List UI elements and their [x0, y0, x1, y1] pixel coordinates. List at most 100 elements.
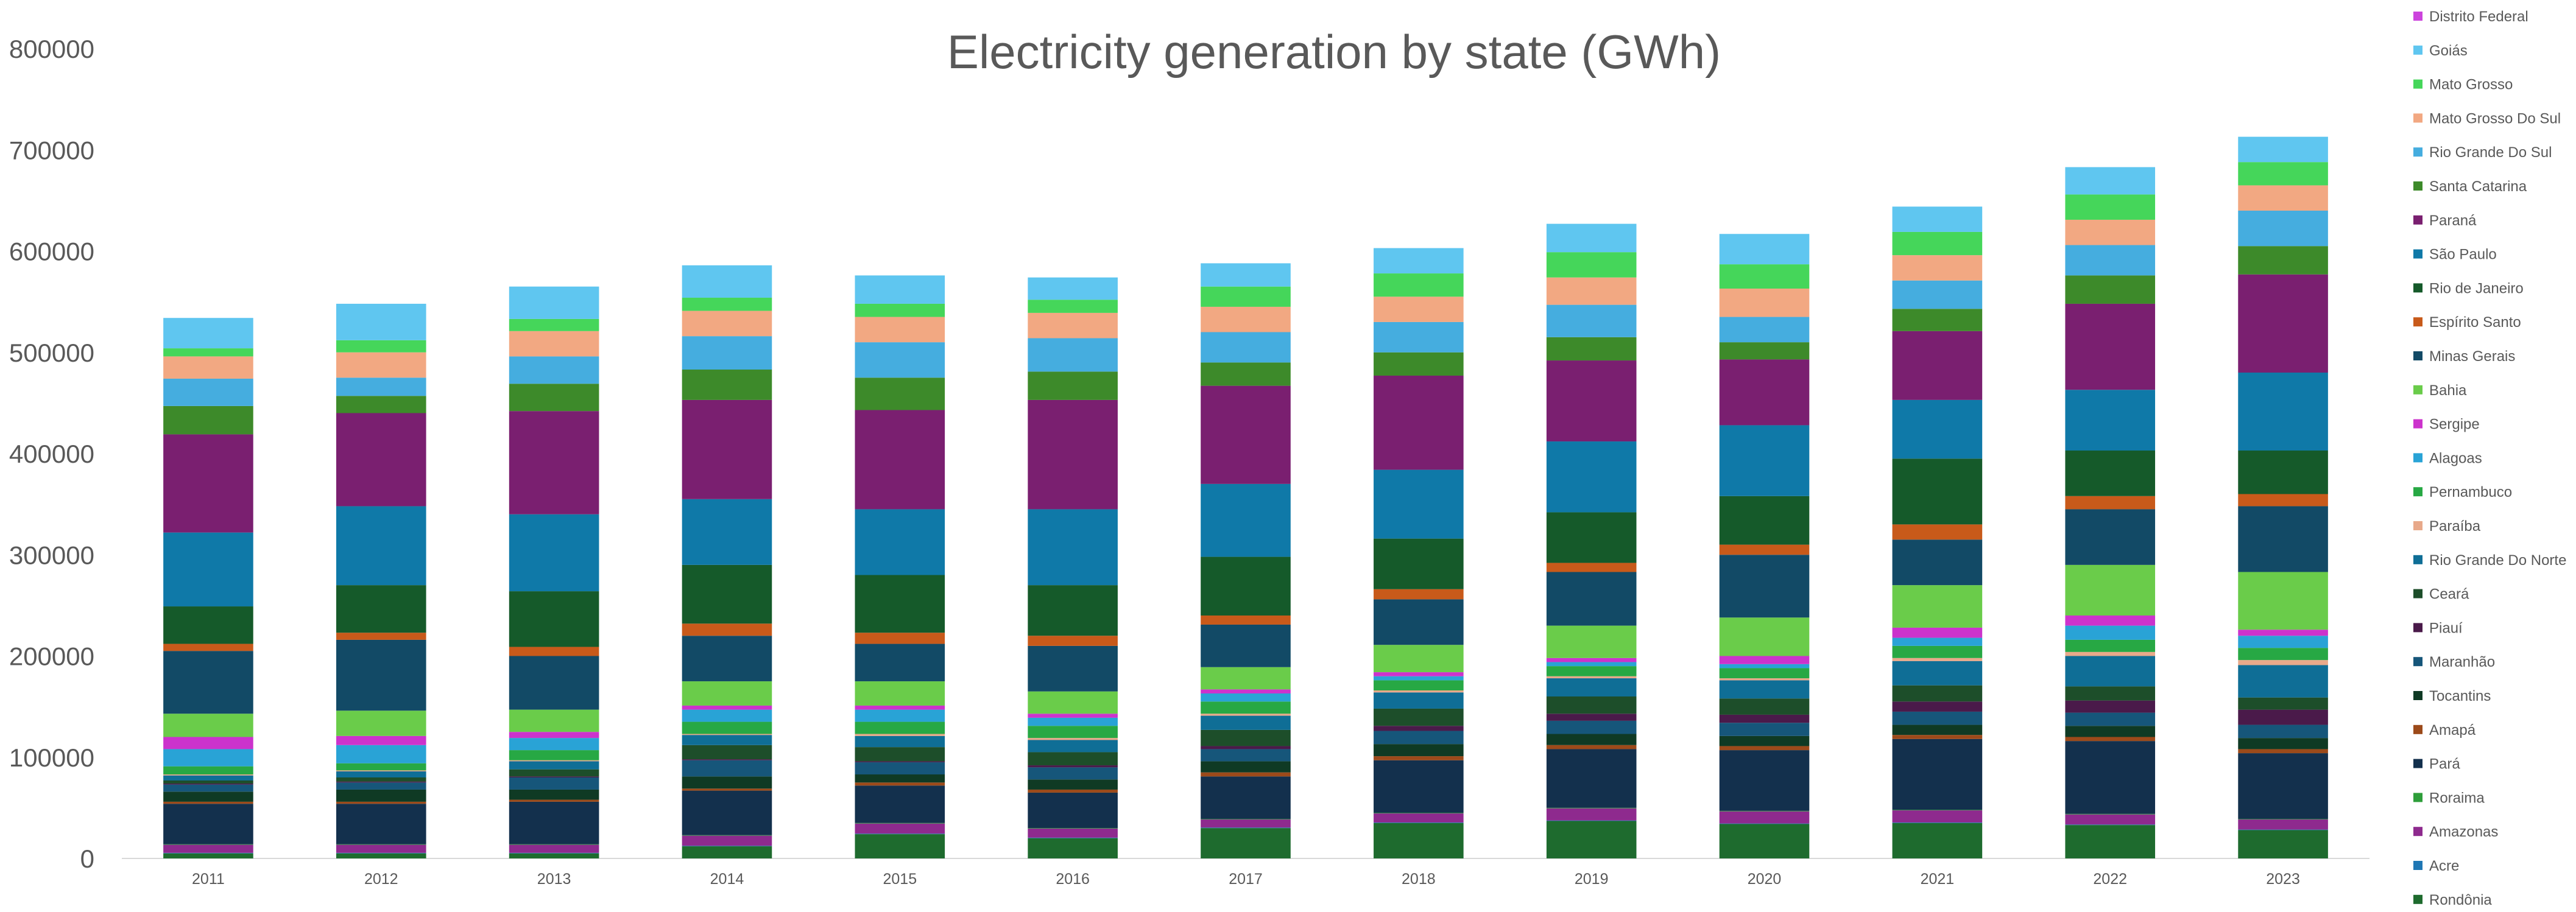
- legend-swatch: [2413, 419, 2422, 429]
- bar-segment: [1892, 701, 1983, 712]
- legend: Distrito Federal Goiás Mato Grosso Mato Gro…: [2413, 9, 2566, 908]
- legend-label: Maranhão: [2429, 654, 2495, 670]
- bar-segment: [682, 735, 772, 745]
- bar-segment: [1201, 332, 1291, 363]
- legend-label: Santa Catarina: [2429, 178, 2527, 195]
- chart-title: Electricity generation by state (GWh): [947, 25, 1721, 79]
- bar-segment: [509, 411, 599, 514]
- bar-segment: [682, 399, 772, 499]
- legend-label: Piauí: [2429, 620, 2463, 636]
- bar-segment: [2238, 819, 2328, 830]
- bar-segment: [2065, 564, 2156, 616]
- legend-swatch: [2413, 555, 2422, 564]
- bar-segment: [336, 413, 426, 507]
- bar-segment: [1719, 555, 1810, 618]
- bar-segment: [1546, 720, 1637, 734]
- bar-segment: [855, 633, 945, 644]
- bar-segment: [855, 782, 945, 786]
- bars: [163, 136, 2328, 858]
- bar-segment: [2238, 494, 2328, 507]
- bar-segment: [855, 823, 945, 824]
- bar-segment: [2065, 194, 2156, 220]
- legend-label: Rio Grande Do Sul: [2429, 144, 2552, 161]
- bar-segment: [1201, 689, 1291, 694]
- bar-segment: [509, 844, 599, 845]
- legend-swatch: [2413, 351, 2422, 360]
- bar-segment: [509, 750, 599, 760]
- bar-segment: [509, 656, 599, 710]
- bar-segment: [336, 844, 426, 853]
- legend-label: Paraná: [2429, 212, 2477, 229]
- bar-segment: [1028, 277, 1118, 300]
- bar-segment: [163, 784, 253, 792]
- bar-segment: [855, 575, 945, 633]
- legend-swatch: [2413, 657, 2422, 667]
- legend-swatch: [2413, 79, 2422, 89]
- bar-segment: [2065, 616, 2156, 626]
- legend-swatch: [2413, 12, 2422, 21]
- bar-segment: [163, 749, 253, 766]
- bar-segment: [1719, 317, 1810, 343]
- bar-segment: [1201, 819, 1291, 828]
- bar-segment: [1201, 362, 1291, 386]
- legend-label: Rondônia: [2429, 892, 2492, 908]
- bar-segment: [1892, 399, 1983, 459]
- bar-segment: [1892, 810, 1983, 823]
- bar-segment: [336, 377, 426, 396]
- bar-segment: [1546, 662, 1637, 667]
- x-tick-label: 2019: [1575, 871, 1609, 888]
- bar-segment: [163, 783, 253, 785]
- bar-segment: [1546, 277, 1637, 305]
- legend-label: São Paulo: [2429, 247, 2497, 263]
- bar-segment: [163, 434, 253, 533]
- y-tick-label: 700000: [9, 136, 94, 164]
- bar-segment: [1028, 399, 1118, 510]
- legend-label: Bahia: [2429, 382, 2467, 399]
- x-tick-label: 2011: [192, 871, 225, 888]
- bar-segment: [1719, 359, 1810, 426]
- bar-segment: [2238, 162, 2328, 186]
- bar-segment: [336, 710, 426, 736]
- bar-segment: [509, 331, 599, 357]
- bar-segment: [1374, 321, 1464, 353]
- bar-segment: [163, 852, 253, 854]
- legend-swatch: [2413, 894, 2422, 904]
- bar-segment: [2065, 451, 2156, 496]
- bar-segment: [1546, 441, 1637, 513]
- bar-segment: [1374, 672, 1464, 676]
- bar-segment: [1719, 810, 1810, 812]
- bar-segment: [163, 801, 253, 804]
- bar-segment: [855, 317, 945, 343]
- legend-label: Minas Gerais: [2429, 348, 2515, 365]
- bar-segment: [509, 789, 599, 800]
- bar-segment: [1028, 509, 1118, 586]
- bar-segment: [1201, 749, 1291, 762]
- bar-segment: [509, 318, 599, 331]
- bar-segment: [1892, 231, 1983, 256]
- bar-segment: [336, 781, 426, 783]
- legend-swatch: [2413, 385, 2422, 395]
- bar-segment: [855, 774, 945, 783]
- y-tick-label: 500000: [9, 338, 94, 367]
- legend-swatch: [2413, 861, 2422, 870]
- bar-segment: [855, 823, 945, 834]
- bar-segment: [1546, 734, 1637, 745]
- bar-segment: [1374, 731, 1464, 745]
- bar-segment: [1374, 296, 1464, 322]
- bar-segment: [336, 745, 426, 763]
- bar-segment: [855, 833, 945, 835]
- bar-segment: [1892, 661, 1983, 686]
- bar-segment: [1719, 678, 1810, 681]
- bar-segment: [682, 370, 772, 400]
- x-tick-label: 2022: [2093, 871, 2127, 888]
- bar-segment: [1892, 309, 1983, 331]
- bar-segment: [163, 774, 253, 776]
- bar-segment: [2065, 825, 2156, 858]
- bar-segment: [336, 844, 426, 845]
- bar-segment: [509, 647, 599, 656]
- bar-segment: [163, 606, 253, 644]
- bar-segment: [1028, 828, 1118, 829]
- bar-segment: [1374, 692, 1464, 709]
- bar-segment: [2238, 506, 2328, 572]
